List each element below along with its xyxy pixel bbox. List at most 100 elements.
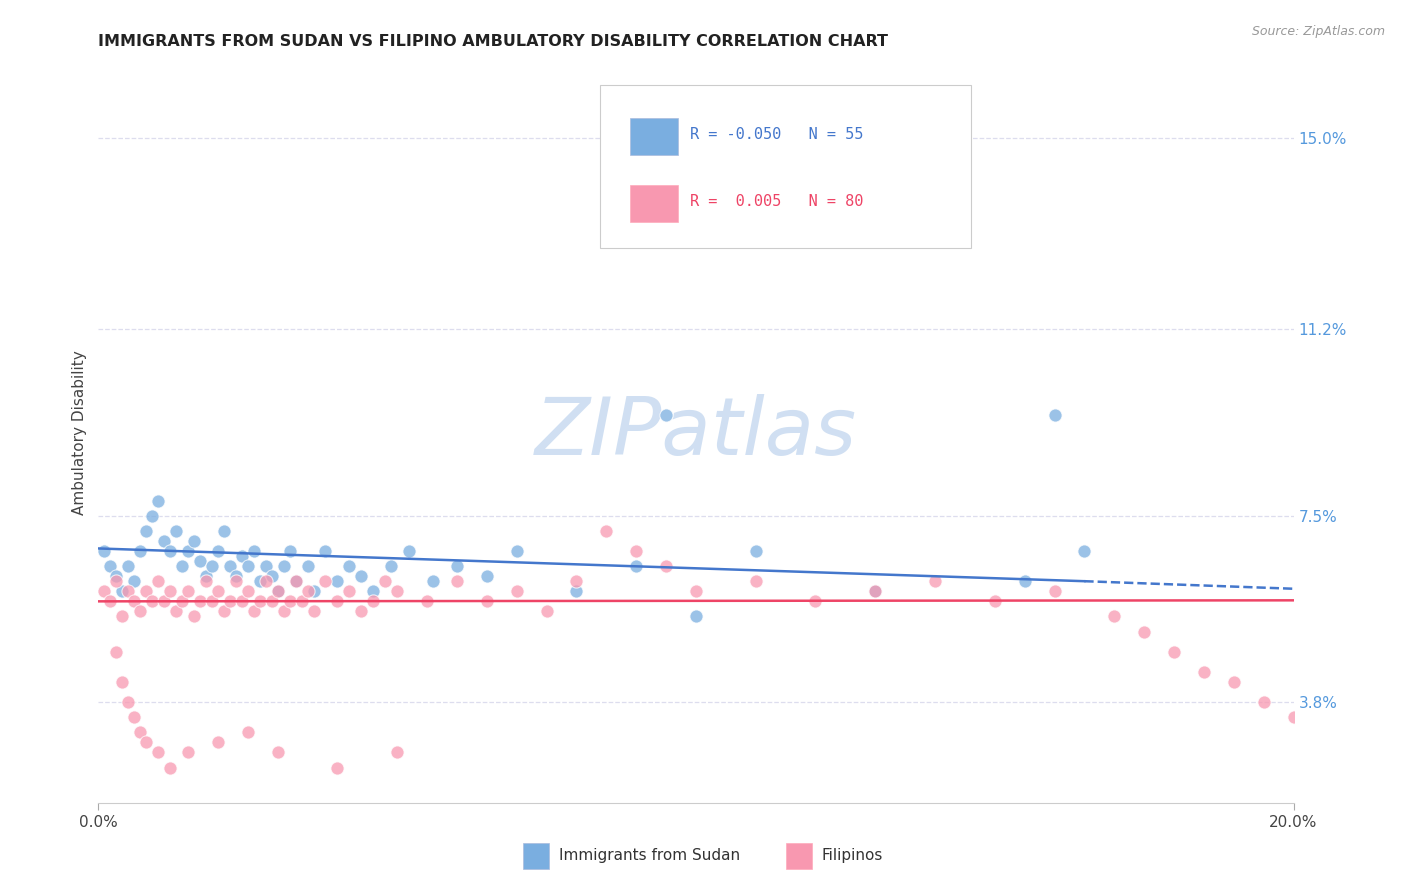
Point <box>1104 609 1126 624</box>
Point <box>165 604 187 618</box>
Bar <box>630 185 678 221</box>
Point <box>326 574 349 589</box>
Point <box>93 544 115 558</box>
Point <box>398 544 420 558</box>
Text: R = -0.050   N = 55: R = -0.050 N = 55 <box>690 128 863 143</box>
Point <box>111 674 134 689</box>
Point <box>865 584 887 599</box>
Point <box>506 544 529 558</box>
Point <box>207 544 229 558</box>
Point <box>117 559 139 574</box>
Point <box>188 594 211 608</box>
Point <box>416 594 439 608</box>
Point <box>172 594 194 608</box>
Point <box>117 584 139 599</box>
Point <box>374 574 396 589</box>
Point <box>273 559 295 574</box>
Point <box>129 544 152 558</box>
Point <box>201 594 224 608</box>
Point <box>236 559 259 574</box>
Point <box>183 609 205 624</box>
Point <box>297 559 319 574</box>
Point <box>225 574 247 589</box>
Point <box>219 559 242 574</box>
Point <box>159 584 181 599</box>
Point <box>745 544 768 558</box>
Point <box>267 584 290 599</box>
Point <box>177 584 200 599</box>
Point <box>159 544 181 558</box>
Point <box>385 746 409 760</box>
Point <box>148 493 170 508</box>
Point <box>243 544 266 558</box>
Point <box>129 725 152 739</box>
Point <box>350 569 373 583</box>
Point <box>1073 544 1095 558</box>
Point <box>1014 574 1036 589</box>
Point <box>278 594 301 608</box>
Point <box>363 594 385 608</box>
Point <box>475 594 498 608</box>
Point <box>243 604 266 618</box>
Point <box>1223 674 1246 689</box>
Point <box>536 604 558 618</box>
Point <box>135 584 157 599</box>
Text: Immigrants from Sudan: Immigrants from Sudan <box>558 848 740 863</box>
Point <box>195 574 218 589</box>
FancyBboxPatch shape <box>600 85 972 247</box>
Point <box>446 559 468 574</box>
Point <box>924 574 946 589</box>
Point <box>302 604 325 618</box>
Point <box>124 574 146 589</box>
Point <box>249 574 271 589</box>
Point <box>159 760 181 774</box>
Point <box>135 524 157 538</box>
Point <box>315 544 337 558</box>
Point <box>236 725 259 739</box>
Point <box>153 594 176 608</box>
Point <box>236 584 259 599</box>
Point <box>1043 408 1066 422</box>
Point <box>98 559 122 574</box>
Point <box>1282 710 1305 724</box>
Point <box>249 594 271 608</box>
Point <box>105 645 128 659</box>
Point <box>1043 584 1066 599</box>
Point <box>195 569 218 583</box>
Bar <box>523 843 548 870</box>
Point <box>297 584 319 599</box>
Point <box>506 584 529 599</box>
Point <box>984 594 1007 608</box>
Point <box>595 524 617 538</box>
Point <box>231 549 253 563</box>
Point <box>105 569 128 583</box>
Point <box>177 746 200 760</box>
Point <box>165 524 187 538</box>
Point <box>124 710 146 724</box>
Point <box>177 544 200 558</box>
Point <box>129 604 152 618</box>
Point <box>111 584 134 599</box>
Point <box>141 508 163 523</box>
Point <box>291 594 314 608</box>
Point <box>350 604 373 618</box>
Point <box>153 533 176 548</box>
Point <box>188 554 211 568</box>
Point <box>254 559 277 574</box>
Point <box>254 574 277 589</box>
Point <box>267 584 290 599</box>
Point <box>284 574 307 589</box>
Point <box>148 574 170 589</box>
Point <box>565 574 588 589</box>
Point <box>212 604 235 618</box>
Point <box>475 569 498 583</box>
Point <box>565 584 588 599</box>
Point <box>1253 695 1275 709</box>
Point <box>284 574 307 589</box>
Point <box>231 594 253 608</box>
Point <box>339 559 361 574</box>
Point <box>98 594 122 608</box>
Point <box>745 574 768 589</box>
Point <box>172 559 194 574</box>
Y-axis label: Ambulatory Disability: Ambulatory Disability <box>72 351 87 515</box>
